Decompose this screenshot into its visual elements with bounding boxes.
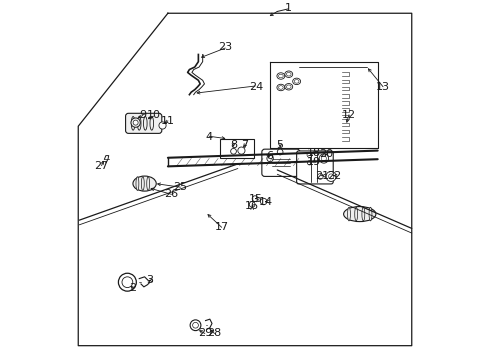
Text: 7: 7 xyxy=(242,140,248,150)
Text: 3: 3 xyxy=(147,275,153,285)
Text: 5: 5 xyxy=(277,140,284,150)
Circle shape xyxy=(190,320,201,330)
Ellipse shape xyxy=(278,74,283,78)
Circle shape xyxy=(267,155,273,162)
Text: 10: 10 xyxy=(147,111,161,121)
Circle shape xyxy=(193,322,198,328)
Text: 11: 11 xyxy=(161,116,175,126)
Text: 19: 19 xyxy=(307,157,321,167)
Text: 21: 21 xyxy=(315,171,329,181)
Circle shape xyxy=(159,122,166,129)
Ellipse shape xyxy=(278,86,283,89)
Circle shape xyxy=(329,174,334,179)
Circle shape xyxy=(319,154,329,163)
Text: 6: 6 xyxy=(267,150,273,161)
Text: 1: 1 xyxy=(285,3,292,13)
Ellipse shape xyxy=(136,177,139,190)
Circle shape xyxy=(231,148,236,154)
Circle shape xyxy=(119,273,136,291)
Text: 8: 8 xyxy=(230,140,237,150)
Ellipse shape xyxy=(355,207,358,221)
Text: 16: 16 xyxy=(245,201,259,211)
Circle shape xyxy=(318,174,323,179)
Text: 18: 18 xyxy=(307,148,321,158)
Text: 28: 28 xyxy=(207,328,221,338)
Text: 29: 29 xyxy=(197,328,212,338)
Ellipse shape xyxy=(362,207,365,221)
Text: 25: 25 xyxy=(173,182,188,192)
Text: 26: 26 xyxy=(165,189,178,199)
Ellipse shape xyxy=(287,72,291,76)
FancyBboxPatch shape xyxy=(296,151,333,184)
Ellipse shape xyxy=(285,71,293,77)
Circle shape xyxy=(326,171,336,181)
Ellipse shape xyxy=(133,176,156,191)
Ellipse shape xyxy=(285,84,293,90)
Ellipse shape xyxy=(137,117,141,130)
Ellipse shape xyxy=(293,78,300,85)
Text: 24: 24 xyxy=(248,82,263,92)
Ellipse shape xyxy=(150,117,153,130)
Text: 22: 22 xyxy=(327,171,341,181)
Ellipse shape xyxy=(369,207,372,221)
Ellipse shape xyxy=(287,85,291,89)
Circle shape xyxy=(122,277,133,288)
Text: 20: 20 xyxy=(318,149,333,159)
Circle shape xyxy=(238,147,245,154)
Ellipse shape xyxy=(141,177,144,190)
Ellipse shape xyxy=(277,73,285,79)
Text: 13: 13 xyxy=(376,82,390,92)
Circle shape xyxy=(321,156,326,161)
Circle shape xyxy=(249,202,255,207)
Ellipse shape xyxy=(347,207,350,221)
Text: 15: 15 xyxy=(249,194,263,204)
Circle shape xyxy=(260,198,267,205)
Ellipse shape xyxy=(147,177,149,190)
Text: 23: 23 xyxy=(218,42,232,52)
Text: 4: 4 xyxy=(206,132,213,142)
FancyBboxPatch shape xyxy=(125,113,162,134)
Ellipse shape xyxy=(294,80,299,83)
Text: 2: 2 xyxy=(129,283,137,293)
Ellipse shape xyxy=(343,207,376,222)
Text: 12: 12 xyxy=(342,111,356,121)
Text: 17: 17 xyxy=(215,222,229,232)
Circle shape xyxy=(131,118,140,127)
Circle shape xyxy=(252,196,258,202)
Circle shape xyxy=(133,120,138,125)
Circle shape xyxy=(307,152,312,157)
Circle shape xyxy=(307,161,312,165)
Circle shape xyxy=(277,149,283,155)
Text: 14: 14 xyxy=(259,197,273,207)
Ellipse shape xyxy=(144,117,147,130)
FancyBboxPatch shape xyxy=(262,149,300,176)
Text: 27: 27 xyxy=(95,161,109,171)
Bar xyxy=(220,139,254,158)
Ellipse shape xyxy=(131,117,135,130)
Text: 9: 9 xyxy=(139,111,147,121)
Ellipse shape xyxy=(277,84,285,91)
